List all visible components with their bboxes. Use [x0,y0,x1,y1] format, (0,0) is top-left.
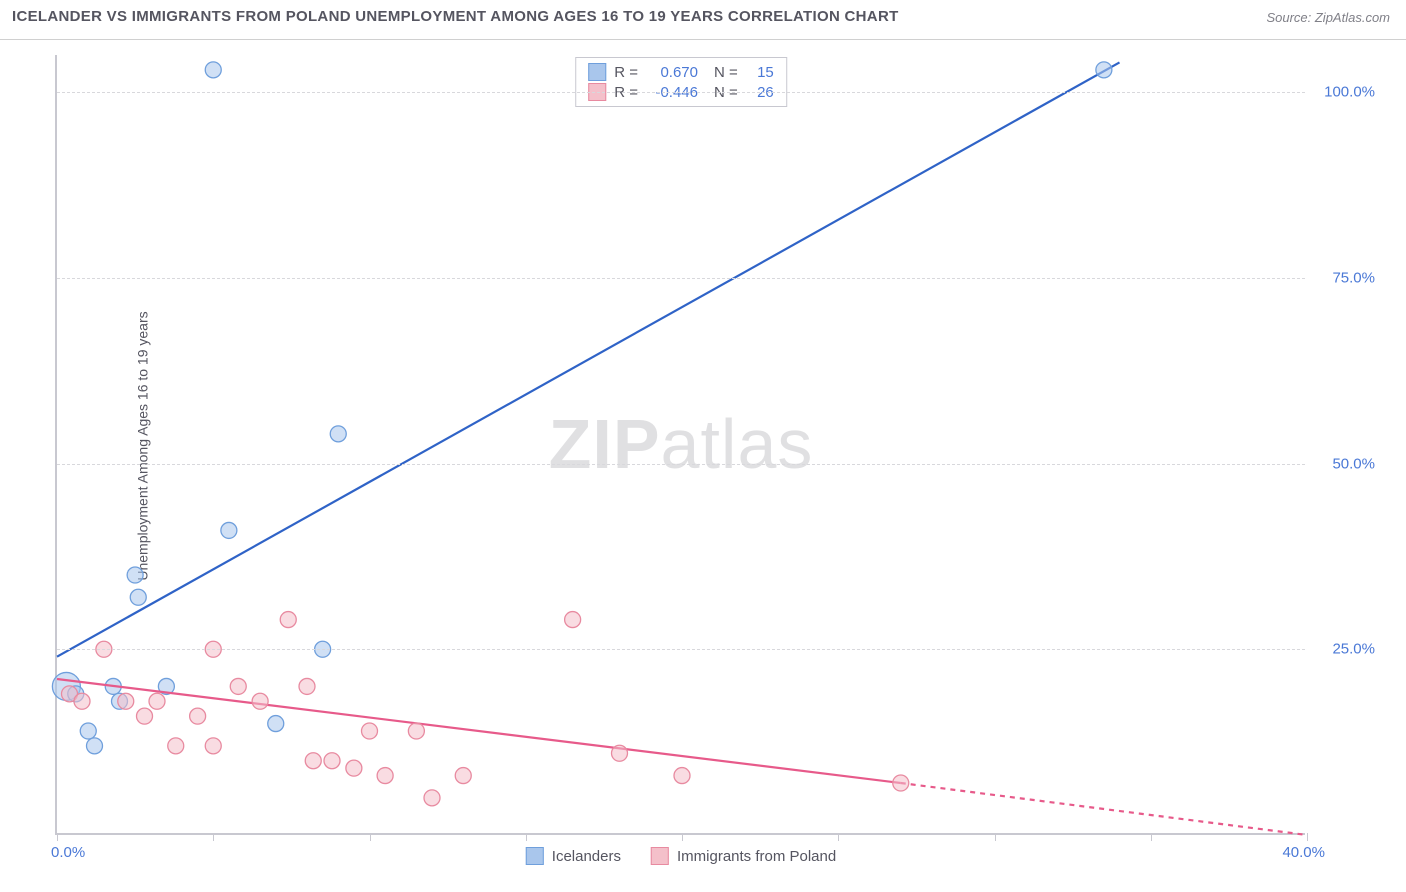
x-tick-label-min: 0.0% [51,844,85,861]
n-value-icelanders: 15 [746,64,774,81]
legend: Icelanders Immigrants from Poland [526,847,836,865]
legend-swatch-poland [651,847,669,865]
x-tick [526,833,527,841]
correlation-stats-box: R = 0.670 N = 15 R = -0.446 N = 26 [575,57,787,107]
legend-swatch-icelanders [526,847,544,865]
chart-container: ICELANDER VS IMMIGRANTS FROM POLAND UNEM… [0,0,1406,892]
gridline-h [57,464,1305,465]
x-tick [213,833,214,841]
legend-label-icelanders: Icelanders [552,848,621,865]
swatch-icelanders [588,63,606,81]
r-value-icelanders: 0.670 [646,64,698,81]
x-tick [370,833,371,841]
y-tick-label: 50.0% [1332,455,1375,472]
gridline-h [57,278,1305,279]
y-tick-label: 75.0% [1332,269,1375,286]
legend-label-poland: Immigrants from Poland [677,848,836,865]
gridline-h [57,649,1305,650]
x-tick [1307,833,1308,841]
x-tick [995,833,996,841]
gridline-h [57,92,1305,93]
x-tick [1151,833,1152,841]
legend-item-poland: Immigrants from Poland [651,847,836,865]
x-tick [57,833,58,841]
x-tick-label-max: 40.0% [1282,844,1325,861]
x-tick [838,833,839,841]
stats-row-icelanders: R = 0.670 N = 15 [588,62,774,82]
n-label: N = [714,64,738,81]
plot-area: ZIPatlas R = 0.670 N = 15 R = -0.446 N =… [55,55,1305,835]
legend-item-icelanders: Icelanders [526,847,621,865]
r-label: R = [614,64,638,81]
y-tick-label: 25.0% [1332,641,1375,658]
title-bar: ICELANDER VS IMMIGRANTS FROM POLAND UNEM… [0,0,1406,40]
y-tick-label: 100.0% [1324,84,1375,101]
x-tick [682,833,683,841]
source-attribution: Source: ZipAtlas.com [1266,10,1390,25]
plot-svg [57,55,1305,833]
chart-title: ICELANDER VS IMMIGRANTS FROM POLAND UNEM… [12,8,899,25]
